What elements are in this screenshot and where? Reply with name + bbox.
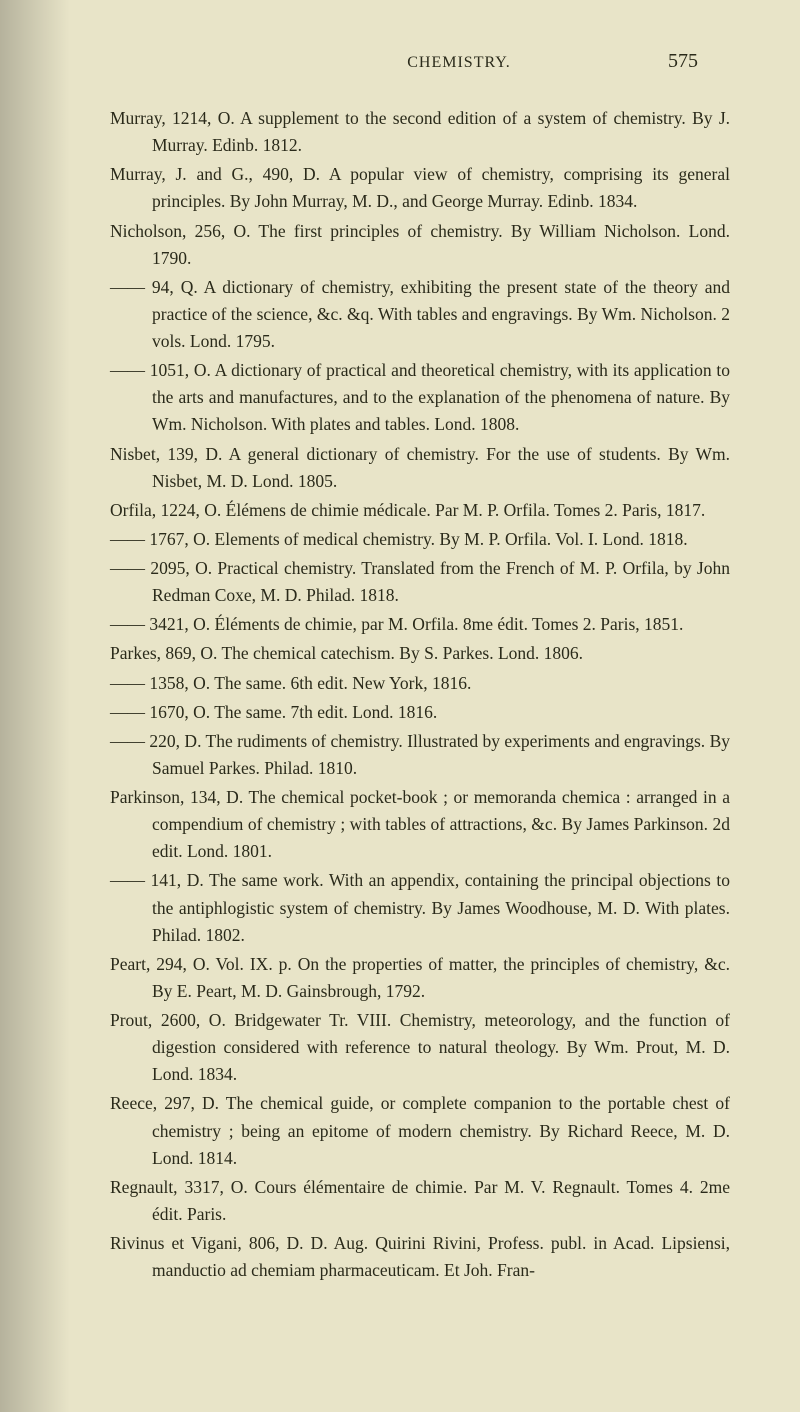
bibliography-entry: Murray, J. and G., 490, D. A popular vie… xyxy=(110,161,730,215)
header-title: CHEMISTRY. xyxy=(250,54,668,72)
bibliography-entry: —— 3421, O. Éléments de chimie, par M. O… xyxy=(110,611,730,638)
page-number: 575 xyxy=(668,50,698,73)
bibliography-entry: Reece, 297, D. The chemical guide, or co… xyxy=(110,1090,730,1171)
bibliography-entry: Nisbet, 139, D. A general dictionary of … xyxy=(110,441,730,495)
bibliography-entry: Orfila, 1224, O. Élémens de chimie médic… xyxy=(110,497,730,524)
bibliography-entry: Rivinus et Vigani, 806, D. D. Aug. Quiri… xyxy=(110,1230,730,1284)
bibliography-entry: —— 141, D. The same work. With an append… xyxy=(110,867,730,948)
bibliography-entry: Regnault, 3317, O. Cours élémentaire de … xyxy=(110,1174,730,1228)
page-header: CHEMISTRY. 575 xyxy=(110,50,730,73)
bibliography-entry: —— 94, Q. A dictionary of chemistry, exh… xyxy=(110,274,730,355)
bibliography-entry: Peart, 294, O. Vol. IX. p. On the proper… xyxy=(110,951,730,1005)
bibliography-entry: —— 1670, O. The same. 7th edit. Lond. 18… xyxy=(110,699,730,726)
bibliography-entry: Parkinson, 134, D. The chemical pocket-b… xyxy=(110,784,730,865)
bibliography-entry: Prout, 2600, O. Bridgewater Tr. VIII. Ch… xyxy=(110,1007,730,1088)
bibliography-entry: —— 1358, O. The same. 6th edit. New York… xyxy=(110,670,730,697)
bibliography-entry: —— 1767, O. Elements of medical chemistr… xyxy=(110,526,730,553)
bibliography-entry: Nicholson, 256, O. The first principles … xyxy=(110,218,730,272)
bibliography-entry: —— 220, D. The rudiments of chemistry. I… xyxy=(110,728,730,782)
bibliography-entry: Murray, 1214, O. A supplement to the sec… xyxy=(110,105,730,159)
page-content: CHEMISTRY. 575 Murray, 1214, O. A supple… xyxy=(0,0,800,1326)
bibliography-entry: —— 1051, O. A dictionary of practical an… xyxy=(110,357,730,438)
bibliography-entry: —— 2095, O. Practical chemistry. Transla… xyxy=(110,555,730,609)
bibliography-entry: Parkes, 869, O. The chemical catechism. … xyxy=(110,640,730,667)
